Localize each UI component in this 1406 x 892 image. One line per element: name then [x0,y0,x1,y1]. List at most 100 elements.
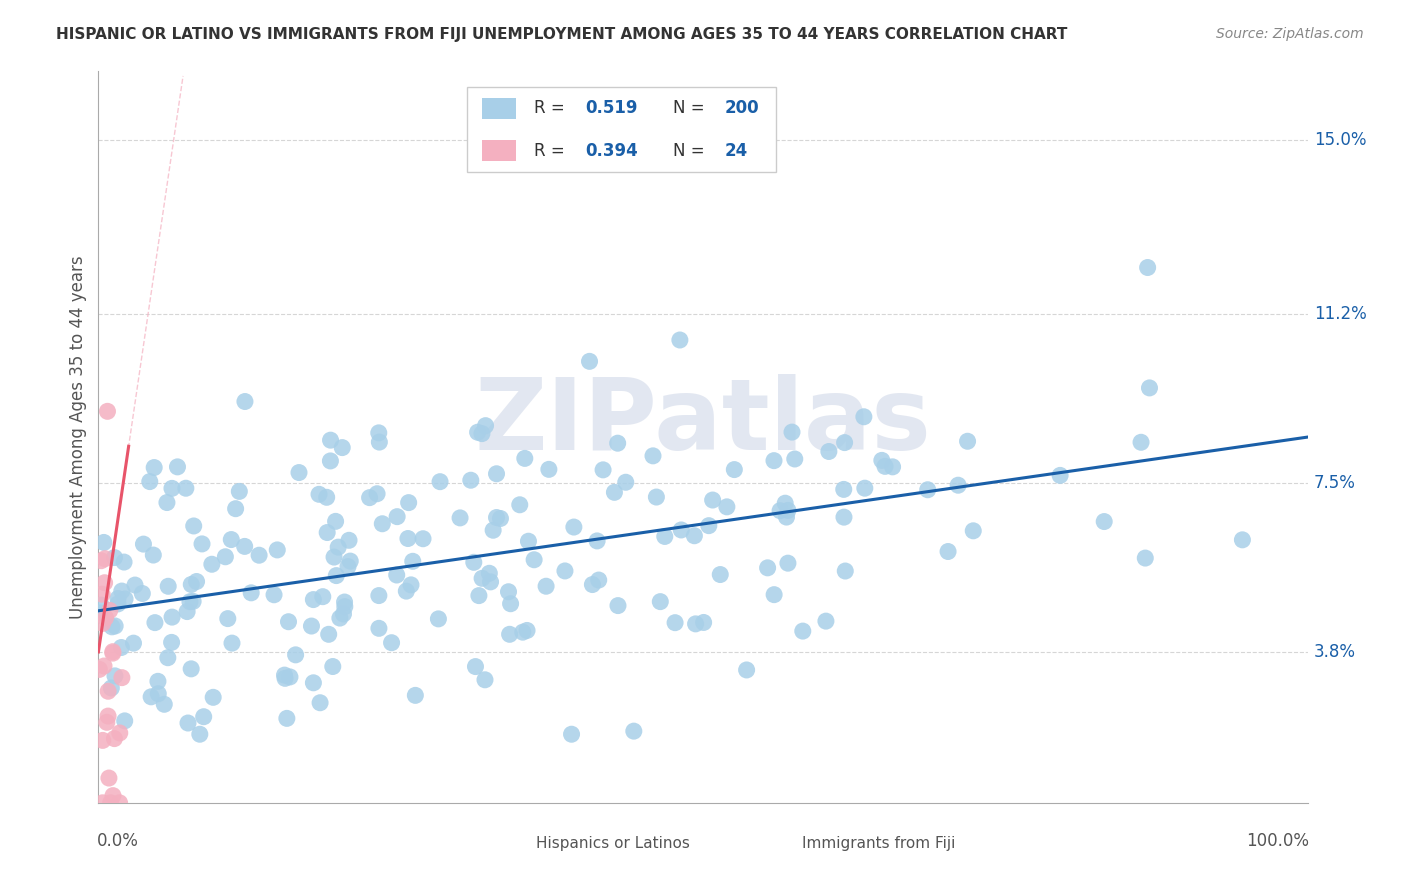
Point [188,727,211,741]
Point [174,481,197,495]
Point [578,354,600,368]
Point [337,559,360,574]
Point [111,671,134,685]
Point [309,696,332,710]
Point [460,473,482,487]
Point [1130,435,1153,450]
Point [427,612,450,626]
Point [917,483,939,497]
Point [516,624,538,638]
Point [395,584,418,599]
Point [873,459,896,474]
Point [562,520,585,534]
Point [478,566,501,581]
Point [214,549,236,564]
Point [697,518,720,533]
Point [221,636,243,650]
Point [139,690,162,704]
Point [474,673,496,687]
Point [91,587,114,601]
Point [398,495,420,509]
Point [512,625,534,640]
Point [1135,551,1157,566]
Point [240,586,263,600]
Point [534,579,557,593]
Point [650,594,672,608]
Text: Immigrants from Fiji: Immigrants from Fiji [803,836,956,851]
Point [339,554,361,568]
Point [464,659,486,673]
Point [318,627,340,641]
Point [96,404,118,418]
Text: R =: R = [534,100,569,118]
Point [91,616,114,631]
Point [1136,260,1159,275]
Point [780,425,803,439]
Text: 0.394: 0.394 [586,142,638,160]
Point [100,796,122,810]
Text: 0.519: 0.519 [586,100,638,118]
Point [333,599,356,614]
Point [266,543,288,558]
Point [90,554,112,568]
Point [498,627,520,641]
Point [792,624,814,639]
Point [853,481,876,495]
Point [962,524,984,538]
Point [592,463,614,477]
Point [832,483,855,497]
Point [499,597,522,611]
Point [1232,533,1254,547]
Text: Hispanics or Latinos: Hispanics or Latinos [536,836,690,851]
Point [371,516,394,531]
Point [669,333,692,347]
Point [485,510,508,524]
Point [97,684,120,698]
Point [509,498,531,512]
Point [513,451,536,466]
Point [330,441,353,455]
Point [692,615,714,630]
Point [664,615,686,630]
Point [111,584,134,599]
Point [179,595,201,609]
Point [1139,381,1161,395]
Point [228,484,250,499]
Point [146,674,169,689]
Point [284,648,307,662]
FancyBboxPatch shape [467,87,776,171]
Point [114,591,136,606]
FancyBboxPatch shape [482,98,516,119]
Point [94,551,117,566]
Point [112,555,135,569]
Point [101,645,124,659]
Point [517,534,540,549]
Point [471,571,494,585]
Point [160,481,183,495]
Point [263,588,285,602]
Point [153,698,176,712]
Point [219,533,242,547]
Point [139,475,162,489]
Point [124,578,146,592]
Point [247,548,270,562]
Point [485,467,508,481]
Point [709,567,731,582]
Point [852,409,875,424]
Point [319,433,342,447]
Point [537,462,560,476]
FancyBboxPatch shape [763,837,796,849]
Point [337,533,360,548]
Point [776,556,799,570]
Point [110,640,132,655]
Point [132,537,155,551]
Point [142,548,165,562]
Point [143,460,166,475]
Point [98,603,121,617]
Text: 200: 200 [724,100,759,118]
Point [723,462,745,476]
Point [166,459,188,474]
Text: N =: N = [672,100,710,118]
Text: ZIPatlas: ZIPatlas [475,374,931,471]
Point [180,662,202,676]
